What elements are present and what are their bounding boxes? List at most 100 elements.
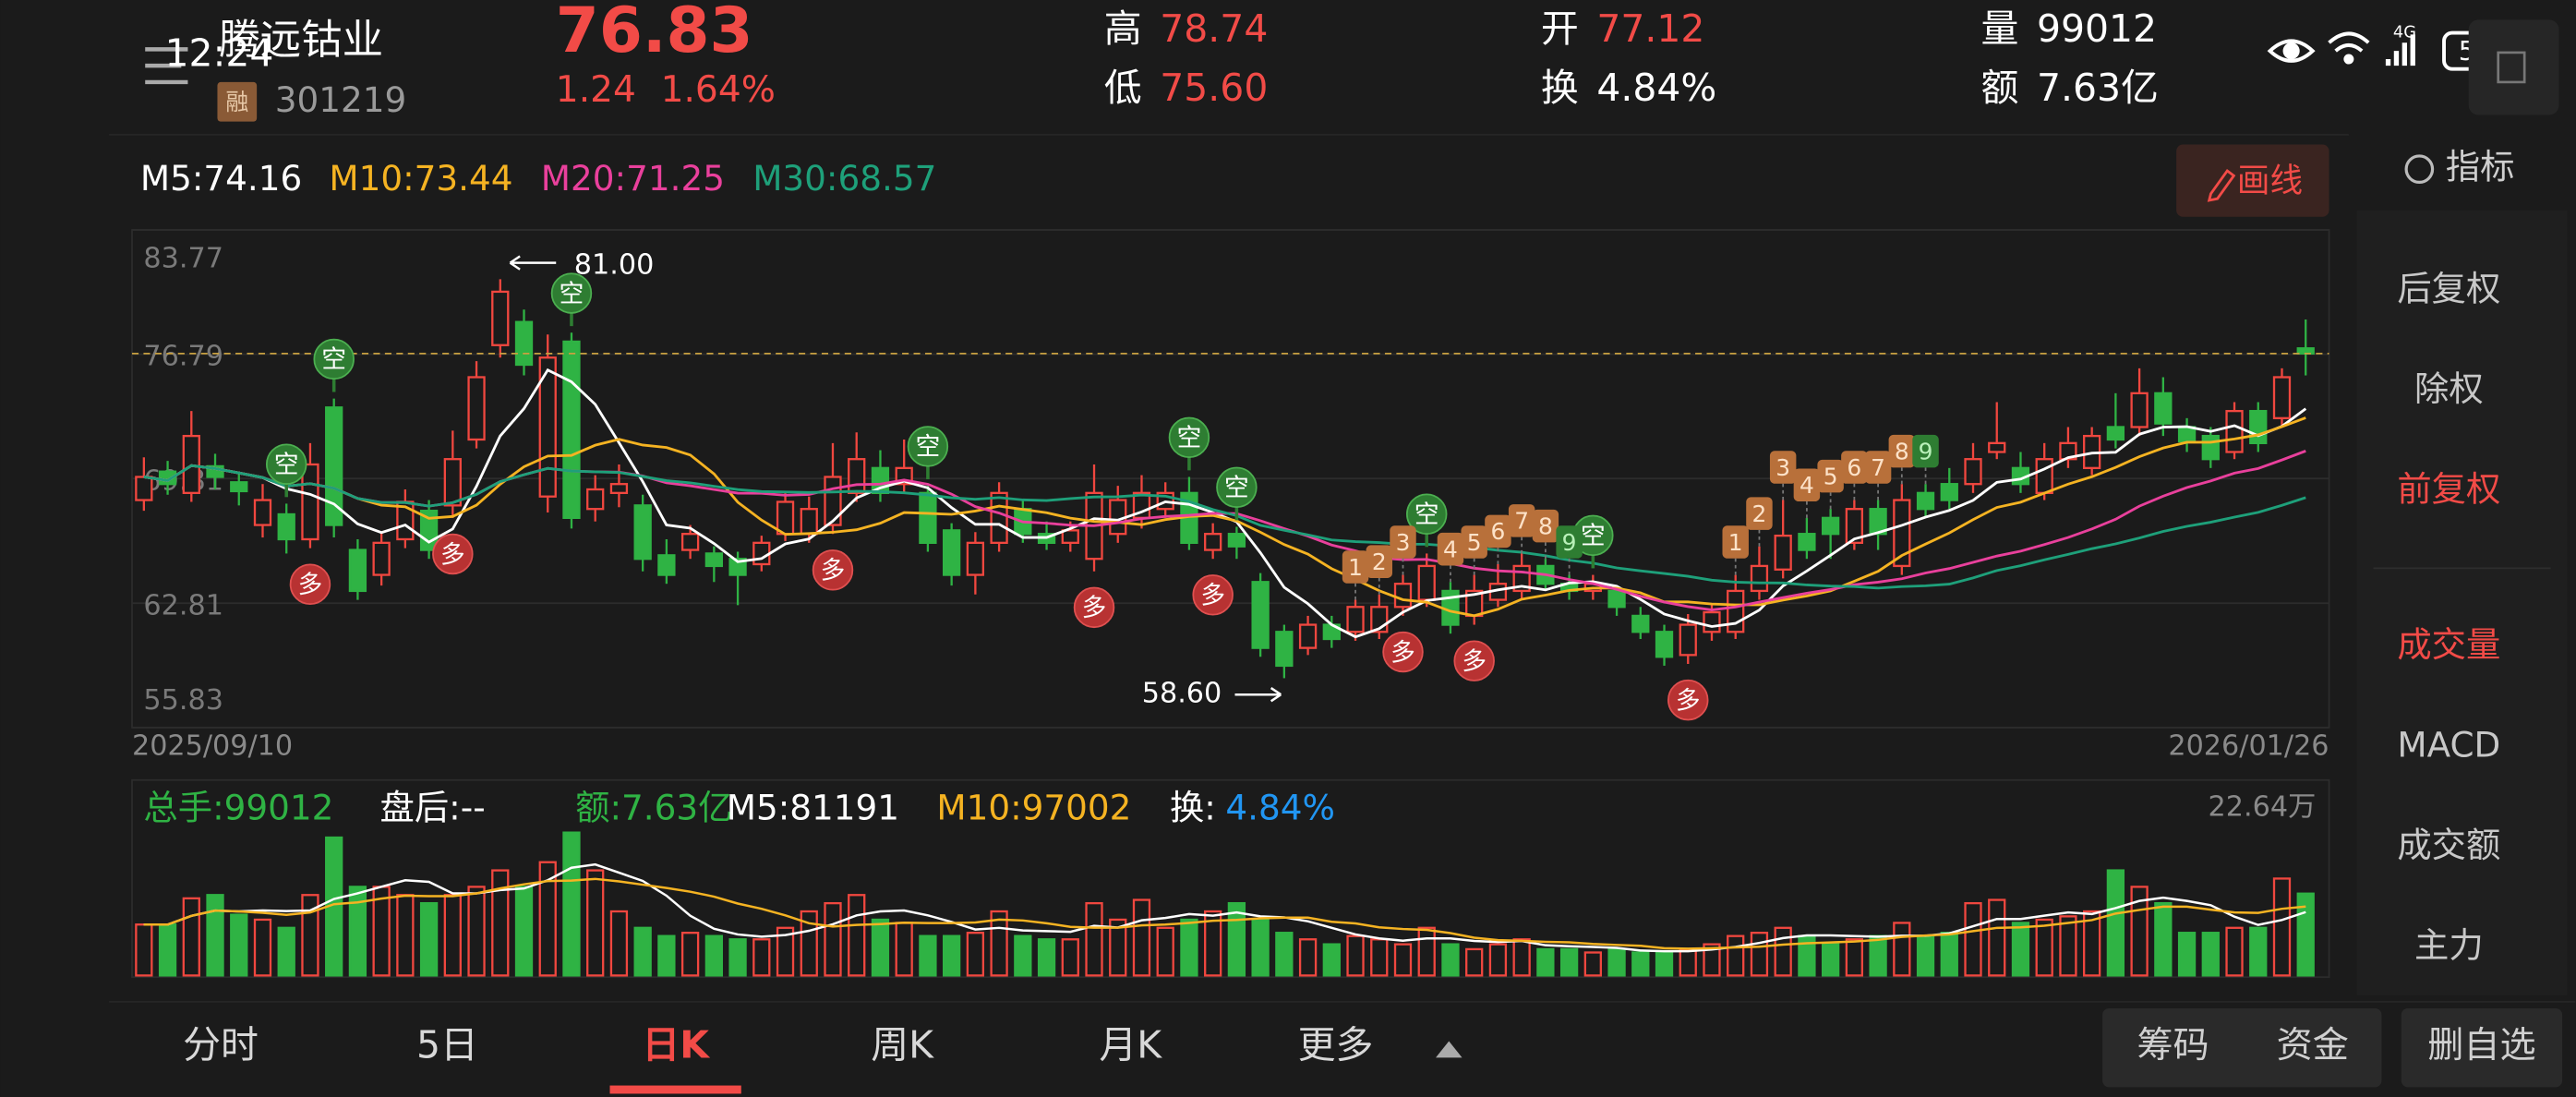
count-signal	[1912, 434, 1939, 468]
sell-signal	[313, 338, 355, 380]
volume-bar	[800, 910, 818, 977]
window-button[interactable]	[2468, 19, 2559, 115]
volume-bar	[1893, 922, 1911, 977]
stat-label: 换	[1541, 66, 1579, 110]
volume-bar	[1037, 938, 1056, 977]
candle-body	[2177, 426, 2197, 443]
side-item[interactable]: MACD	[2397, 725, 2500, 765]
volume-legend-item: 总手:99012	[143, 787, 333, 827]
volume-bar	[1061, 938, 1079, 977]
count-signal	[1342, 550, 1369, 584]
volume-bar	[443, 894, 462, 977]
volume-bar	[752, 938, 771, 977]
candle-body	[800, 508, 818, 536]
buy-signal	[289, 563, 331, 605]
volume-bar	[1916, 934, 1935, 977]
volume-bar	[2296, 892, 2315, 977]
volume-bar	[491, 869, 510, 977]
volume-bar	[2059, 915, 2077, 977]
sell-signal	[1168, 416, 1210, 459]
stat-label: 量	[1981, 6, 2019, 51]
buy-signal	[1192, 574, 1234, 616]
sell-signal	[1216, 466, 1258, 509]
volume-bar	[1988, 898, 2006, 977]
network: 4G	[2393, 23, 2416, 42]
side-item[interactable]: 成交量	[2397, 624, 2500, 665]
y-tick-label: 62.81	[143, 589, 223, 621]
volume-bar	[396, 894, 415, 977]
sell-signal-text: 空	[1224, 474, 1249, 502]
tab[interactable]: 日K	[642, 1023, 710, 1067]
tab[interactable]: 5日	[416, 1023, 478, 1067]
menu-icon[interactable]	[145, 47, 188, 85]
candle-body	[2272, 376, 2292, 419]
count-signal	[1390, 525, 1416, 559]
indicator-icon	[2404, 154, 2435, 185]
candle-body	[1251, 581, 1270, 649]
ma-line	[143, 464, 2306, 590]
date-label: 2025/09/10	[132, 730, 293, 763]
candle-body	[443, 458, 462, 507]
volume-bar	[1845, 938, 1864, 977]
side-item[interactable]: 后复权	[2397, 268, 2500, 308]
side-item[interactable]: 主力	[2414, 925, 2484, 966]
side-item[interactable]: 除权	[2414, 368, 2484, 409]
candle-body	[562, 340, 581, 520]
candle-body	[1798, 533, 1816, 551]
count-signal	[1746, 497, 1773, 530]
count-signal	[1461, 525, 1487, 559]
volume-bar	[1536, 947, 1555, 977]
volume-bar	[871, 918, 890, 977]
ma-label: M20:71.25	[541, 158, 725, 199]
volume-bar	[1940, 932, 1958, 977]
candle-body	[728, 558, 747, 576]
buy-signal-text: 多	[298, 571, 323, 599]
indicator-button[interactable]: 指标	[2446, 147, 2515, 187]
tab[interactable]: 更多	[1298, 1023, 1374, 1067]
right-tab[interactable]: 资金	[2277, 1025, 2349, 1067]
price: 76.83	[556, 0, 753, 66]
tab[interactable]: 周K	[871, 1023, 934, 1067]
remove-bg	[2401, 1007, 2563, 1088]
sell-signal-text: 空	[1414, 500, 1439, 529]
candle-body	[1275, 631, 1294, 668]
volume-bar	[1774, 926, 1792, 977]
remove-button[interactable]: 删自选	[2427, 1025, 2535, 1067]
stat-label: 低	[1104, 66, 1142, 110]
candle-body	[824, 476, 842, 526]
count-signal-text: 2	[1372, 548, 1387, 575]
candle-body	[1679, 623, 1697, 657]
volume-bar	[158, 923, 177, 977]
count-signal	[1556, 525, 1583, 559]
candle-body	[1607, 589, 1626, 609]
volume-bar	[1631, 951, 1650, 977]
volume-bar	[1559, 947, 1579, 977]
count-signal	[1485, 514, 1511, 548]
side-item[interactable]: 成交额	[2397, 825, 2500, 865]
candle-body	[1893, 499, 1911, 568]
count-signal-text: 7	[1514, 508, 1529, 535]
buy-signal-text: 多	[821, 557, 846, 585]
volume-bar	[1488, 943, 1508, 977]
buy-signal	[432, 533, 474, 575]
buy-signal	[1382, 631, 1424, 673]
count-signal-text: 1	[1348, 554, 1363, 581]
candle-body	[1061, 529, 1079, 545]
volume-bar	[1750, 932, 1769, 977]
count-signal-text: 4	[1443, 536, 1458, 562]
sell-signal	[265, 443, 307, 485]
volume-bar	[1821, 943, 1840, 977]
buy-signal	[1453, 640, 1495, 681]
volume-bar	[1085, 901, 1103, 977]
volume-legend-item: 额:7.63亿	[575, 787, 732, 827]
side-item[interactable]: 前复权	[2397, 468, 2500, 509]
volume-bar	[2154, 901, 2173, 977]
volume-bar	[1370, 938, 1389, 977]
count-signal-text: 6	[1491, 518, 1506, 545]
tab[interactable]: 月K	[1099, 1023, 1162, 1067]
right-tab[interactable]: 筹码	[2137, 1025, 2209, 1067]
volume-bar	[277, 926, 295, 977]
volume-bar	[2035, 918, 2053, 977]
sell-signal-text: 空	[1581, 522, 1606, 550]
tab[interactable]: 分时	[183, 1023, 259, 1067]
